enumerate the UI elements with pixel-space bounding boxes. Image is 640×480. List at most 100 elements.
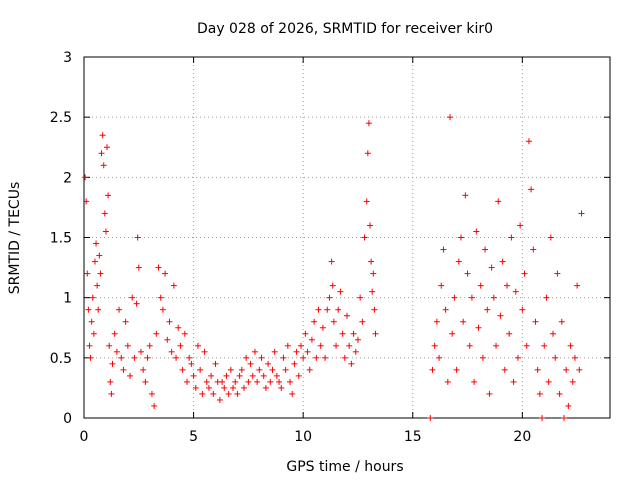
- data-point: [324, 306, 331, 313]
- data-point: [462, 192, 469, 199]
- data-point: [113, 348, 120, 355]
- data-point: [337, 288, 344, 295]
- data-point: [506, 330, 513, 337]
- data-point: [251, 348, 258, 355]
- data-point: [486, 390, 493, 397]
- data-point: [238, 366, 245, 373]
- data-point: [293, 348, 300, 355]
- data-point: [212, 360, 219, 367]
- data-point: [256, 366, 263, 373]
- data-point: [576, 366, 583, 373]
- data-point: [558, 318, 565, 325]
- data-point: [280, 354, 287, 361]
- data-point: [438, 282, 445, 289]
- data-point: [173, 354, 180, 361]
- data-point: [107, 378, 114, 385]
- data-point: [455, 258, 462, 265]
- y-tick-label: 0: [63, 411, 72, 427]
- x-axis-label: GPS time / hours: [286, 459, 403, 475]
- data-point: [315, 306, 322, 313]
- data-point: [95, 306, 102, 313]
- data-point: [135, 264, 142, 271]
- data-point: [97, 270, 104, 277]
- data-point: [84, 270, 91, 277]
- data-point: [578, 210, 585, 217]
- data-point: [155, 264, 162, 271]
- data-point: [322, 354, 329, 361]
- data-point: [339, 330, 346, 337]
- data-point: [521, 270, 528, 277]
- data-point: [102, 228, 109, 235]
- data-point: [227, 366, 234, 373]
- data-point: [473, 228, 480, 235]
- data-point: [313, 354, 320, 361]
- data-point: [287, 378, 294, 385]
- data-point: [236, 372, 243, 379]
- plot-frame: [83, 56, 611, 419]
- data-point: [88, 318, 95, 325]
- data-point: [230, 384, 237, 391]
- data-point: [249, 372, 256, 379]
- data-point: [258, 354, 265, 361]
- data-point: [536, 390, 543, 397]
- data-point: [302, 330, 309, 337]
- data-point: [311, 318, 318, 325]
- data-point: [447, 114, 454, 121]
- data-point: [493, 342, 500, 349]
- data-point: [569, 378, 576, 385]
- data-point: [291, 360, 298, 367]
- data-point: [133, 300, 140, 307]
- data-point: [477, 282, 484, 289]
- data-point: [490, 294, 497, 301]
- data-point: [146, 342, 153, 349]
- data-point: [116, 306, 123, 313]
- y-tick-label: 1.5: [50, 231, 72, 247]
- data-point: [556, 390, 563, 397]
- data-point: [429, 366, 436, 373]
- data-point: [525, 138, 532, 145]
- data-point: [134, 234, 141, 241]
- data-point: [164, 336, 171, 343]
- data-point: [512, 288, 519, 295]
- x-tick-label: 15: [404, 429, 422, 445]
- data-point: [471, 378, 478, 385]
- data-point: [457, 234, 464, 241]
- data-point: [431, 342, 438, 349]
- data-point: [571, 354, 578, 361]
- data-point: [127, 372, 134, 379]
- data-point: [201, 348, 208, 355]
- chart-title: Day 028 of 2026, SRMTID for receiver kir…: [197, 21, 493, 37]
- data-point: [100, 162, 107, 169]
- data-point: [219, 378, 226, 385]
- data-point: [93, 240, 100, 247]
- data-point: [106, 342, 113, 349]
- data-point: [297, 342, 304, 349]
- data-point: [304, 348, 311, 355]
- data-point: [188, 360, 195, 367]
- data-point: [247, 360, 254, 367]
- data-point: [87, 354, 94, 361]
- data-point: [436, 354, 443, 361]
- data-points: [82, 114, 585, 421]
- data-point: [329, 282, 336, 289]
- data-point: [442, 306, 449, 313]
- data-point: [317, 342, 324, 349]
- data-point: [433, 318, 440, 325]
- data-point: [168, 348, 175, 355]
- data-point: [208, 372, 215, 379]
- data-point: [118, 354, 125, 361]
- data-point: [346, 342, 353, 349]
- data-point: [482, 246, 489, 253]
- data-point: [83, 198, 90, 205]
- data-point: [300, 354, 307, 361]
- data-point: [153, 330, 160, 337]
- data-point: [369, 288, 376, 295]
- data-point: [109, 360, 116, 367]
- data-point: [284, 342, 291, 349]
- data-point: [464, 270, 471, 277]
- data-point: [197, 366, 204, 373]
- data-point: [514, 354, 521, 361]
- y-tick-label: 2: [63, 170, 72, 186]
- data-point: [104, 144, 111, 151]
- data-point: [519, 306, 526, 313]
